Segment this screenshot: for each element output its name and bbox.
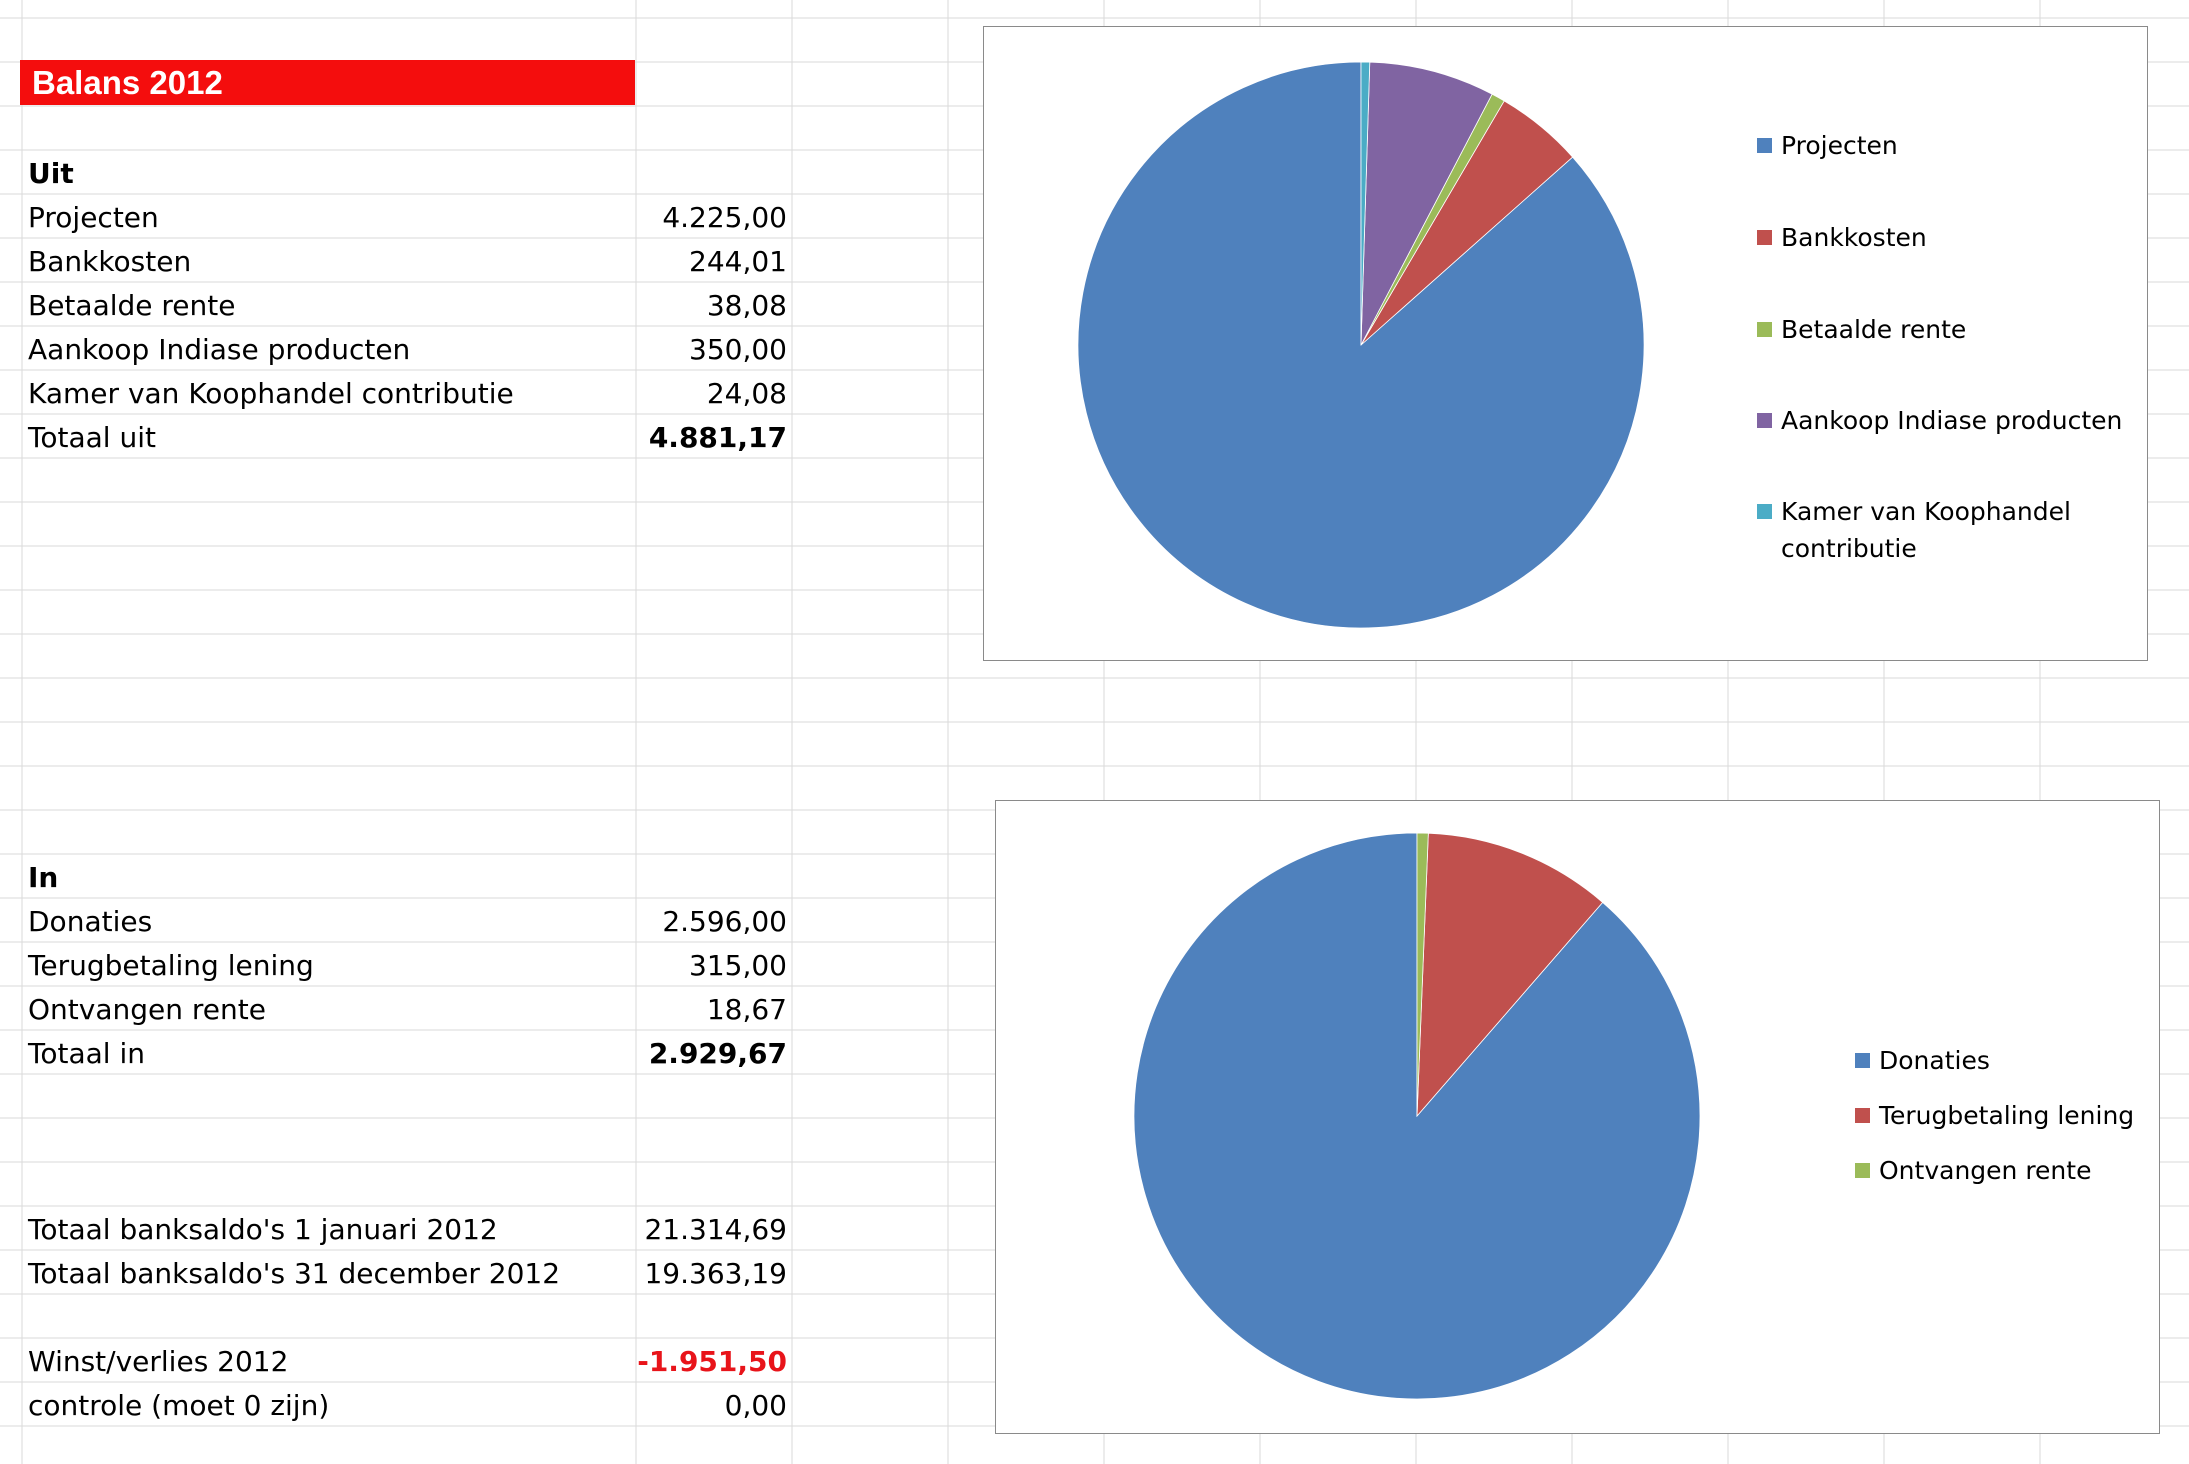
uit-row-value: 350,00: [689, 333, 787, 366]
legend-swatch: [1757, 138, 1772, 153]
uit-pie-chart[interactable]: Projecten Bankkosten Betaalde rente Aank…: [983, 26, 2148, 661]
uit-row-label: Projecten: [28, 201, 159, 234]
uit-row-label: Kamer van Koophandel contributie: [28, 377, 514, 410]
legend-swatch: [1757, 504, 1772, 519]
legend-swatch: [1757, 413, 1772, 428]
legend-swatch: [1855, 1163, 1870, 1178]
legend-label: Donaties: [1879, 1046, 1990, 1075]
legend-label: Bankkosten: [1781, 223, 1927, 252]
legend-label: Ontvangen rente: [1879, 1156, 2092, 1185]
saldo-start-value: 21.314,69: [644, 1213, 787, 1246]
uit-row-label: Aankoop Indiase producten: [28, 333, 411, 366]
in-total-label: Totaal in: [28, 1037, 145, 1070]
uit-row-value: 38,08: [706, 289, 787, 322]
in-header: In: [28, 861, 59, 894]
in-row-value: 2.596,00: [662, 905, 787, 938]
legend-swatch: [1757, 322, 1772, 337]
legend-label: Kamer van Koophandel contributie: [1781, 497, 2071, 563]
saldo-end-label: Totaal banksaldo's 31 december 2012: [28, 1257, 561, 1290]
uit-row-value: 4.225,00: [662, 201, 787, 234]
winst-value: -1.951,50: [637, 1345, 787, 1378]
uit-pie-slice-aankoop-indiase-producten[interactable]: [1360, 61, 1493, 346]
uit-row-value: 24,08: [706, 377, 787, 410]
uit-row-value: 244,01: [689, 245, 787, 278]
uit-total-label: Totaal uit: [28, 421, 156, 454]
controle-label: controle (moet 0 zijn): [28, 1389, 330, 1422]
legend-swatch: [1757, 230, 1772, 245]
in-row-value: 315,00: [689, 949, 787, 982]
legend-label: Betaalde rente: [1781, 315, 1967, 344]
legend-swatch: [1855, 1053, 1870, 1068]
in-pie-svg: [1133, 832, 1701, 1400]
uit-row-label: Betaalde rente: [28, 289, 236, 322]
legend-label: Terugbetaling lening: [1879, 1101, 2135, 1130]
uit-total-value: 4.881,17: [648, 421, 787, 454]
in-pie-slice-terugbetaling-lening[interactable]: [1416, 832, 1604, 1118]
in-row-label: Donaties: [28, 905, 153, 938]
saldo-end-value: 19.363,19: [644, 1257, 787, 1290]
uit-header: Uit: [28, 157, 74, 190]
in-row-label: Ontvangen rente: [28, 993, 266, 1026]
in-total-value: 2.929,67: [648, 1037, 787, 1070]
in-pie-chart[interactable]: Donaties Terugbetaling lening Ontvangen …: [995, 800, 2160, 1434]
in-row-value: 18,67: [706, 993, 787, 1026]
legend-swatch: [1855, 1108, 1870, 1123]
sheet-title: Balans 2012: [20, 60, 635, 105]
controle-value: 0,00: [724, 1389, 787, 1422]
uit-pie-slice-kamer-van-koophandel-contributie[interactable]: [1360, 61, 1371, 346]
winst-label: Winst/verlies 2012: [28, 1345, 289, 1378]
legend-label: Aankoop Indiase producten: [1781, 406, 2123, 435]
uit-row-label: Bankkosten: [28, 245, 192, 278]
legend-label: Projecten: [1781, 131, 1898, 160]
uit-pie-svg: [1077, 61, 1645, 629]
in-pie-slice-ontvangen-rente[interactable]: [1416, 832, 1429, 1117]
saldo-start-label: Totaal banksaldo's 1 januari 2012: [28, 1213, 498, 1246]
in-row-label: Terugbetaling lening: [28, 949, 314, 982]
